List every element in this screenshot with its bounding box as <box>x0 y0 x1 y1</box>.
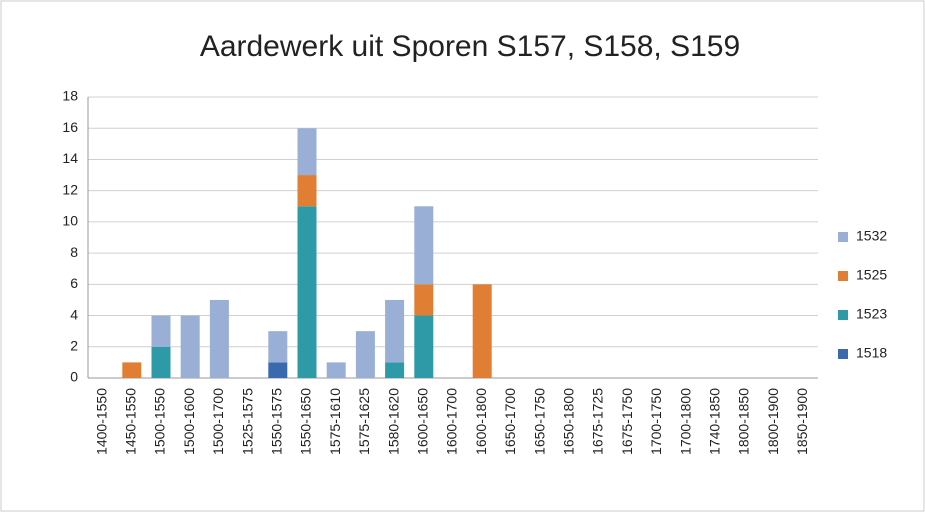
bar-segment <box>472 284 492 378</box>
bar-segment <box>414 284 434 316</box>
x-tick-label: 1575-1625 <box>356 388 372 455</box>
x-tick-label: 1700-1750 <box>648 388 664 455</box>
bar-segment <box>297 128 317 176</box>
x-tick-label: 1500-1550 <box>152 388 168 455</box>
x-tick-label: 1600-1800 <box>473 388 489 455</box>
bar-segment <box>297 206 317 378</box>
bar-segment <box>122 362 142 378</box>
x-tick-label: 1550-1650 <box>298 388 314 455</box>
legend-label: 1532 <box>856 228 887 244</box>
y-tick-label: 14 <box>62 150 78 166</box>
bar-segment <box>209 299 229 378</box>
bar-segment <box>355 331 375 378</box>
y-tick-label: 4 <box>70 306 78 322</box>
x-tick-label: 1675-1725 <box>590 388 606 455</box>
x-tick-label: 1650-1700 <box>502 388 518 455</box>
legend-swatch <box>838 310 848 320</box>
legend-label: 1525 <box>856 267 887 283</box>
legend-swatch <box>838 271 848 281</box>
legend-swatch <box>838 349 848 359</box>
x-tick-label: 1675-1750 <box>619 388 635 455</box>
legend-label: 1518 <box>856 345 887 361</box>
bar-segment <box>414 206 434 285</box>
chart-title: Aardewerk uit Sporen S157, S158, S159 <box>200 30 740 63</box>
x-tick-label: 1800-1900 <box>765 388 781 455</box>
x-tick-label: 1580-1620 <box>385 388 401 455</box>
bar-segment <box>268 331 288 363</box>
y-tick-label: 0 <box>70 369 78 385</box>
x-tick-label: 1500-1700 <box>210 388 226 455</box>
bar-segment <box>268 362 288 378</box>
y-tick-label: 16 <box>62 119 78 135</box>
x-tick-label: 1450-1550 <box>123 388 139 455</box>
x-tick-label: 1850-1900 <box>794 388 810 455</box>
bar-segment <box>414 315 434 378</box>
y-tick-label: 2 <box>70 337 78 353</box>
x-tick-label: 1600-1650 <box>415 388 431 455</box>
y-tick-label: 10 <box>62 213 78 229</box>
x-tick-label: 1650-1750 <box>531 388 547 455</box>
bar-segment <box>151 346 171 378</box>
bar-segment <box>385 362 405 378</box>
legend-label: 1523 <box>856 306 887 322</box>
bar-segment <box>385 299 405 363</box>
x-tick-label: 1400-1550 <box>93 388 109 455</box>
x-tick-label: 1575-1610 <box>327 388 343 455</box>
x-tick-label: 1500-1600 <box>181 388 197 455</box>
x-tick-label: 1550-1575 <box>269 388 285 455</box>
bar-segment <box>151 315 171 347</box>
legend-swatch <box>838 232 848 242</box>
x-tick-label: 1600-1700 <box>444 388 460 455</box>
x-tick-label: 1525-1575 <box>239 388 255 455</box>
x-tick-label: 1800-1850 <box>736 388 752 455</box>
y-tick-label: 12 <box>62 181 78 197</box>
bar-segment <box>297 175 317 207</box>
x-tick-label: 1740-1850 <box>707 388 723 455</box>
y-tick-label: 8 <box>70 244 78 260</box>
y-tick-label: 18 <box>62 88 78 104</box>
bar-segment <box>180 315 200 378</box>
x-tick-label: 1700-1800 <box>677 388 693 455</box>
x-tick-label: 1650-1800 <box>561 388 577 455</box>
y-tick-label: 6 <box>70 275 78 291</box>
bar-segment <box>326 362 346 378</box>
